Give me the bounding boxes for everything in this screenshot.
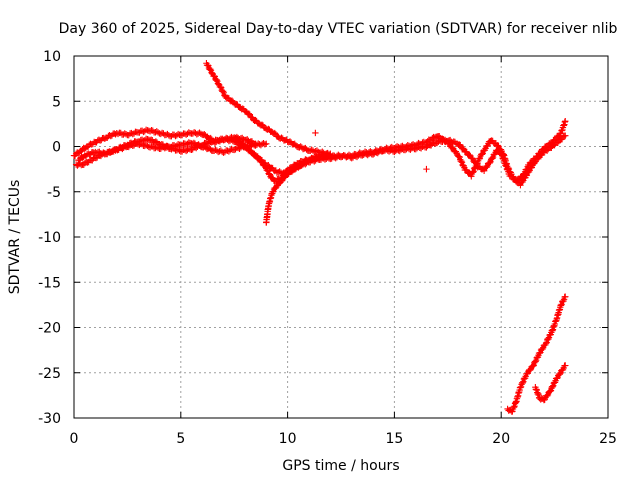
data-point-marker	[497, 146, 505, 153]
data-point-marker	[217, 83, 224, 91]
series-track-c	[72, 139, 270, 169]
series-track-f	[263, 132, 569, 226]
x-tick-label: 15	[385, 431, 403, 447]
data-point-marker	[531, 159, 538, 167]
data-point-marker	[545, 335, 552, 343]
data-point-marker	[532, 358, 539, 365]
data-point-marker	[543, 147, 551, 154]
data-point-marker	[519, 379, 526, 387]
series-track-d	[203, 60, 334, 158]
data-point-marker	[271, 129, 278, 137]
data-point-marker	[455, 153, 463, 160]
data-point-marker	[542, 340, 550, 347]
data-point-marker	[458, 157, 465, 165]
data-point-marker	[562, 293, 569, 300]
x-tick-label: 25	[599, 431, 617, 447]
y-tick-label: 10	[43, 49, 61, 65]
data-point-marker	[486, 159, 493, 167]
y-axis-label: SDTVAR / TECUs	[7, 180, 23, 295]
y-tick-label: -30	[38, 411, 61, 427]
data-point-marker	[208, 69, 215, 76]
grid-layer	[74, 56, 608, 418]
data-point-marker	[423, 165, 430, 173]
plot-frame	[73, 55, 609, 419]
y-tick-label: -10	[38, 230, 61, 246]
data-point-marker	[562, 362, 569, 369]
series-outliers	[312, 129, 430, 173]
x-tick-label: 20	[492, 431, 510, 447]
chart-title: Day 360 of 2025, Sidereal Day-to-day VTE…	[59, 21, 618, 37]
data-point-marker	[483, 164, 490, 171]
data-point-marker	[562, 132, 569, 139]
data-point-marker	[557, 302, 565, 309]
y-tick-label: -20	[38, 321, 61, 337]
data-point-marker	[517, 384, 524, 391]
data-point-marker	[530, 362, 537, 370]
data-point-marker	[562, 117, 569, 125]
data-point-marker	[494, 142, 501, 149]
data-point-marker	[466, 151, 473, 159]
x-axis-label: GPS time / hours	[282, 458, 399, 474]
data-point-marker	[207, 65, 214, 73]
y-tick-label: 5	[52, 94, 61, 110]
data-point-marker	[449, 144, 456, 151]
series-track-h	[532, 362, 569, 404]
data-point-marker	[214, 80, 222, 87]
data-point-marker	[281, 174, 289, 181]
data-point-marker	[469, 169, 477, 176]
y-tick-labels: 10 5 0 -5 -10 -15 -20 -25 -30	[38, 49, 61, 427]
x-tick-label: 0	[70, 431, 79, 447]
series-track-g	[504, 293, 569, 415]
data-point-marker	[219, 88, 227, 95]
data-point-marker	[505, 164, 512, 172]
x-tick-labels: 0 5 10 15 20 25	[70, 431, 617, 447]
data-point-marker	[526, 367, 534, 374]
data-point-marker	[264, 166, 271, 174]
data-point-marker	[536, 349, 543, 357]
data-point-marker	[519, 178, 526, 186]
data-point-marker	[553, 375, 560, 382]
data-point-marker	[245, 110, 253, 117]
y-tick-label: 0	[52, 140, 61, 156]
data-point-marker	[476, 155, 483, 163]
data-point-marker	[539, 345, 546, 353]
data-point-marker	[213, 76, 220, 84]
y-tick-label: -15	[38, 275, 61, 291]
data-point-marker	[543, 392, 551, 400]
data-point-marker	[210, 72, 218, 80]
data-point-marker	[478, 151, 486, 158]
data-point-marker	[556, 371, 564, 378]
y-tick-label: -25	[38, 366, 61, 382]
data-point-marker	[549, 383, 556, 391]
y-tick-label: -5	[47, 185, 61, 201]
x-tick-label: 10	[279, 431, 297, 447]
data-point-marker	[312, 129, 319, 137]
x-tick-label: 5	[176, 431, 185, 447]
data-marks	[70, 60, 569, 415]
data-point-marker	[489, 155, 496, 162]
series-track-e	[231, 117, 569, 185]
data-point-marker	[459, 145, 467, 152]
data-point-marker	[263, 140, 270, 147]
